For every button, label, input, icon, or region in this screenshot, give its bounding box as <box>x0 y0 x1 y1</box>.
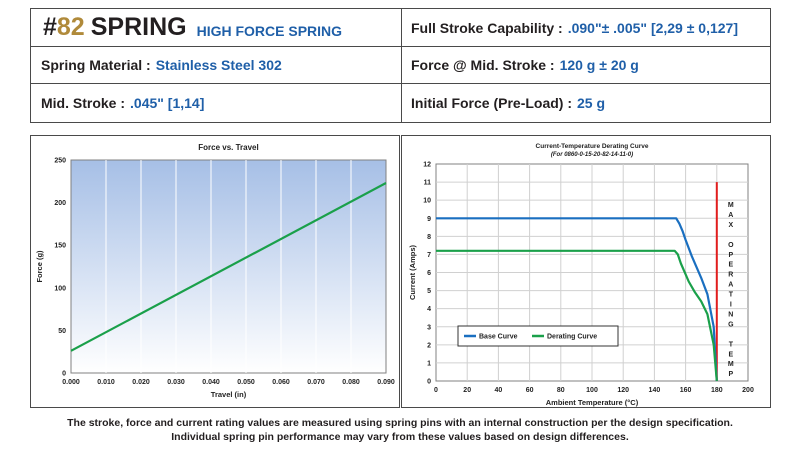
full-stroke-label: Full Stroke Capability : <box>411 19 563 36</box>
series-line-base-curve <box>436 217 718 382</box>
initial-force-value: 25 g <box>577 94 606 111</box>
table-divider <box>31 83 770 84</box>
max-operating-temp-letter: X <box>729 222 734 229</box>
y-tick-label: 250 <box>54 158 66 165</box>
x-tick-label: 0.020 <box>132 379 150 386</box>
title-number: 82 <box>56 13 85 41</box>
y-tick-label: 5 <box>427 288 431 295</box>
footer-note-line1: The stroke, force and current rating val… <box>67 417 733 429</box>
mid-stroke-cell: Mid. Stroke : .045" [1,14] <box>31 83 401 122</box>
material-cell: Spring Material : Stainless Steel 302 <box>31 46 401 83</box>
y-tick-label: 0 <box>62 371 66 378</box>
y-tick-label: 6 <box>427 270 431 277</box>
material-label: Spring Material : <box>41 56 151 73</box>
table-divider <box>401 9 402 122</box>
y-tick-label: 100 <box>54 285 66 292</box>
max-operating-temp-letter: O <box>728 242 734 249</box>
y-tick-label: 200 <box>54 200 66 207</box>
y-tick-label: 0 <box>427 379 431 386</box>
title-hash: # <box>43 13 57 41</box>
x-tick-label: 0 <box>434 387 438 394</box>
x-tick-label: 0.050 <box>237 379 255 386</box>
y-tick-label: 2 <box>427 342 431 349</box>
x-tick-label: 60 <box>526 387 534 394</box>
max-operating-temp-letter: M <box>728 361 734 368</box>
y-tick-label: 12 <box>423 162 431 169</box>
full-stroke-cell: Full Stroke Capability : .090"± .005" [2… <box>401 9 772 46</box>
initial-force-label: Initial Force (Pre-Load) : <box>411 94 573 111</box>
y-tick-label: 8 <box>427 234 431 241</box>
max-operating-temp-letter: G <box>728 321 734 328</box>
material-value: Stainless Steel 302 <box>155 56 282 73</box>
max-operating-temp-letter: R <box>728 272 733 279</box>
y-tick-label: 4 <box>427 306 431 313</box>
y-tick-label: 3 <box>427 324 431 331</box>
title-spring: SPRING <box>90 13 187 41</box>
max-operating-temp-letter: M <box>728 202 734 209</box>
chart-title: Force vs. Travel <box>198 143 258 152</box>
max-operating-temp-letter: A <box>728 212 733 219</box>
mid-stroke-label: Mid. Stroke : <box>41 94 126 111</box>
product-title: # 82 SPRING HIGH FORCE SPRING <box>31 9 401 46</box>
max-operating-temp-letter: P <box>729 252 734 259</box>
chart-subtitle: (For 0860-0-15-20-82-14-11-0) <box>551 152 633 158</box>
x-tick-label: 0.090 <box>377 379 395 386</box>
x-tick-label: 100 <box>586 387 598 394</box>
footer-note-line2: Individual spring pin performance may va… <box>171 431 629 443</box>
x-tick-label: 0.010 <box>97 379 115 386</box>
legend-label: Base Curve <box>479 334 518 341</box>
derating-chart: 0 20 40 60 80 100 120 140 160 180 2000123456789101… <box>408 143 754 407</box>
derating-chart-frame: 0 20 40 60 80 100 120 140 160 180 200 0 1 2 3 4 5 6 7 8 9 10 1… <box>401 135 771 408</box>
force-mid-cell: Force @ Mid. Stroke : 120 g ± 20 g <box>401 46 772 83</box>
max-operating-temp-letter: N <box>728 311 733 318</box>
x-axis-label: Travel (in) <box>211 390 247 399</box>
force-travel-chart: 0.000 0.010 0.020 0.030 0.040 0.050 0.060 0.070… <box>35 143 395 399</box>
x-tick-label: 0.000 <box>62 379 80 386</box>
y-axis-label: Force (g) <box>35 250 44 283</box>
x-tick-label: 0.040 <box>202 379 220 386</box>
max-operating-temp-letter: E <box>729 262 734 269</box>
series-line-force <box>70 182 387 352</box>
mid-stroke-value: .045" [1,14] <box>130 94 205 111</box>
max-operating-temp-letter: T <box>729 341 734 348</box>
table-divider <box>31 46 770 47</box>
force-mid-label: Force @ Mid. Stroke : <box>411 56 555 73</box>
chart-title: Current-Temperature Derating Curve <box>536 143 649 150</box>
max-operating-temp-letter: A <box>728 282 733 289</box>
x-tick-label: 0.030 <box>167 379 185 386</box>
force-travel-chart-frame: 0.000 0.010 0.020 0.030 0.040 0.050 0.060 0.070… <box>30 135 400 408</box>
max-operating-temp-letter: I <box>730 302 732 309</box>
y-tick-label: 10 <box>423 198 431 205</box>
initial-force-cell: Initial Force (Pre-Load) : 25 g <box>401 83 772 122</box>
x-tick-label: 0.060 <box>272 379 290 386</box>
max-operating-temp-letter: P <box>729 371 734 378</box>
x-tick-label: 160 <box>680 387 692 394</box>
x-tick-label: 20 <box>463 387 471 394</box>
legend-label: Derating Curve <box>547 334 597 341</box>
y-tick-label: 150 <box>54 243 66 250</box>
x-tick-label: 80 <box>557 387 565 394</box>
y-tick-label: 11 <box>424 180 432 187</box>
x-tick-label: 40 <box>495 387 503 394</box>
y-tick-label: 7 <box>427 252 431 259</box>
y-tick-label: 1 <box>427 360 431 367</box>
x-tick-label: 0.080 <box>342 379 360 386</box>
force-mid-value: 120 g ± 20 g <box>559 56 639 73</box>
full-stroke-value: .090"± .005" [2,29 ± 0,127] <box>567 19 739 36</box>
y-tick-label: 9 <box>427 216 431 223</box>
spec-table: # 82 SPRING HIGH FORCE SPRING Full Strok… <box>30 8 771 123</box>
x-tick-label: 180 <box>711 387 723 394</box>
x-tick-label: 200 <box>742 387 754 394</box>
x-tick-label: 0.070 <box>307 379 325 386</box>
x-axis-label: Ambient Temperature (°C) <box>546 398 639 407</box>
max-operating-temp-letter: T <box>729 292 734 299</box>
title-subtitle: HIGH FORCE SPRING <box>196 22 343 39</box>
x-tick-label: 120 <box>617 387 629 394</box>
series-line-derating-curve <box>436 249 718 382</box>
y-tick-label: 50 <box>58 328 66 335</box>
y-axis-label: Current (Amps) <box>408 245 417 301</box>
max-operating-temp-letter: E <box>729 351 734 358</box>
x-tick-label: 140 <box>649 387 661 394</box>
